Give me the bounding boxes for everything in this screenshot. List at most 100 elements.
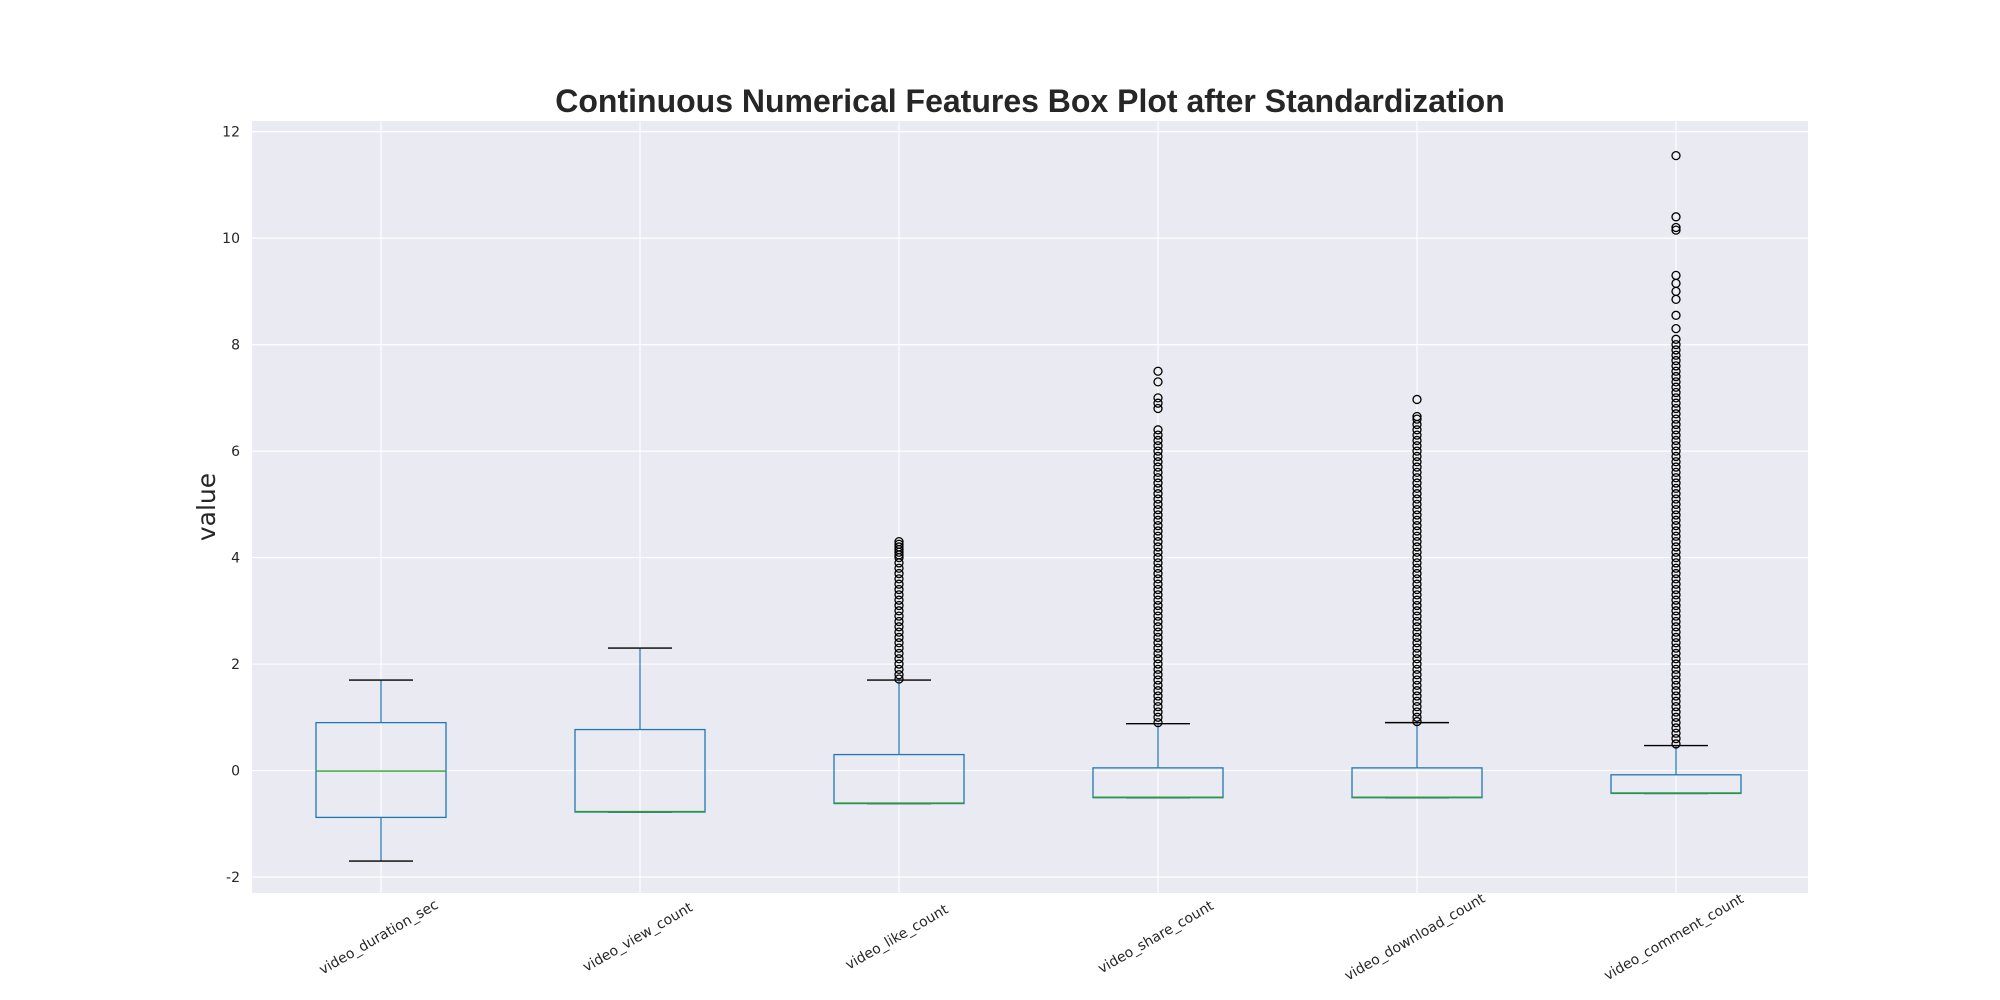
outlier-point bbox=[1153, 680, 1163, 691]
outlier-point bbox=[1412, 686, 1422, 696]
chart-title: Continuous Numerical Features Box Plot a… bbox=[555, 83, 1504, 119]
outlier-point bbox=[1671, 531, 1681, 541]
outlier-point bbox=[894, 539, 904, 549]
outlier-point bbox=[894, 536, 904, 547]
outlier-point bbox=[1153, 473, 1163, 483]
outlier-point bbox=[1153, 702, 1163, 712]
outlier-point bbox=[894, 648, 904, 659]
outlier-point bbox=[1153, 627, 1163, 637]
outlier-point bbox=[1671, 345, 1681, 355]
outlier-point bbox=[1412, 505, 1422, 515]
outlier-point bbox=[894, 590, 904, 600]
outlier-point bbox=[1671, 414, 1681, 424]
outlier-point bbox=[1153, 616, 1163, 627]
outlier-point bbox=[1671, 542, 1681, 552]
outlier-point bbox=[1671, 382, 1681, 392]
outlier-point bbox=[1671, 483, 1681, 494]
outlier-point bbox=[1671, 622, 1681, 632]
outlier-point bbox=[894, 664, 904, 675]
outlier-point bbox=[1671, 467, 1681, 478]
outlier-point bbox=[1671, 510, 1681, 520]
outlier-point bbox=[1671, 702, 1681, 712]
outlier-point bbox=[1671, 536, 1681, 547]
outlier-point bbox=[1412, 552, 1422, 563]
outlier-point bbox=[1153, 574, 1163, 584]
outlier-point bbox=[1153, 632, 1163, 643]
outlier-point bbox=[1412, 394, 1422, 405]
outlier-point bbox=[1412, 526, 1422, 536]
outlier-point bbox=[1153, 606, 1163, 616]
x-tick-label: video_duration_sec bbox=[317, 897, 442, 978]
outlier-point bbox=[1412, 584, 1422, 595]
outlier-point bbox=[1671, 723, 1681, 733]
outlier-point bbox=[1671, 600, 1681, 611]
outlier-point bbox=[1153, 638, 1163, 648]
outlier-point bbox=[1412, 478, 1422, 488]
outlier-point bbox=[1671, 339, 1681, 350]
outlier-point bbox=[1412, 622, 1422, 632]
outlier-point bbox=[1412, 716, 1422, 727]
outlier-point bbox=[894, 627, 904, 637]
outlier-point bbox=[1412, 425, 1422, 435]
outlier-point bbox=[1412, 430, 1422, 440]
outlier-point bbox=[1153, 531, 1163, 541]
outlier-point bbox=[1671, 563, 1681, 573]
outlier-point bbox=[1153, 451, 1163, 462]
outlier-point bbox=[1153, 643, 1163, 653]
outlier-point bbox=[1153, 600, 1163, 611]
outlier-point bbox=[1671, 355, 1681, 366]
outlier-point bbox=[1153, 441, 1163, 451]
y-tick-label: 6 bbox=[231, 444, 240, 460]
outlier-point bbox=[1671, 717, 1681, 728]
y-tick-label: 2 bbox=[231, 657, 240, 673]
outlier-point bbox=[1412, 606, 1422, 616]
outlier-point bbox=[894, 595, 904, 605]
outlier-point bbox=[1153, 403, 1163, 414]
outlier-point bbox=[1412, 712, 1422, 722]
outlier-point bbox=[1671, 712, 1681, 722]
outlier-point bbox=[894, 574, 904, 584]
outlier-point bbox=[1671, 473, 1681, 483]
outlier-point bbox=[894, 622, 904, 632]
outlier-point bbox=[1671, 558, 1681, 568]
iqr-box bbox=[315, 721, 447, 819]
outlier-point bbox=[1412, 568, 1422, 579]
outlier-point bbox=[1412, 531, 1422, 541]
outlier-point bbox=[1412, 675, 1422, 685]
outlier-point bbox=[1153, 659, 1163, 669]
outlier-point bbox=[1671, 334, 1681, 344]
outlier-point bbox=[1671, 371, 1681, 382]
outlier-point bbox=[1412, 595, 1422, 605]
outlier-point bbox=[1153, 552, 1163, 563]
outlier-point bbox=[1671, 552, 1681, 563]
y-tick-label: 8 bbox=[231, 338, 240, 354]
outlier-point bbox=[1153, 393, 1163, 403]
outlier-point bbox=[1412, 411, 1422, 422]
outlier-point bbox=[1671, 707, 1681, 717]
outlier-point bbox=[1153, 696, 1163, 706]
y-tick-label: -2 bbox=[226, 870, 240, 886]
outlier-point bbox=[1671, 323, 1681, 334]
outlier-point bbox=[1671, 739, 1681, 749]
x-tick-label: video_view_count bbox=[580, 899, 696, 975]
outlier-point bbox=[1412, 616, 1422, 627]
y-tick-label: 10 bbox=[222, 231, 240, 247]
outlier-point bbox=[894, 616, 904, 627]
outlier-point bbox=[1671, 446, 1681, 456]
outlier-point bbox=[1671, 579, 1681, 589]
outlier-point bbox=[1153, 462, 1163, 472]
outlier-point bbox=[1671, 568, 1681, 579]
outlier-point bbox=[1671, 398, 1681, 408]
outlier-point bbox=[1153, 510, 1163, 520]
outlier-point bbox=[1153, 542, 1163, 552]
outlier-point bbox=[1412, 483, 1422, 494]
outlier-point bbox=[1671, 451, 1681, 462]
outlier-point bbox=[894, 579, 904, 589]
outlier-point bbox=[1671, 696, 1681, 706]
outlier-point bbox=[1412, 590, 1422, 600]
box-group bbox=[833, 536, 965, 805]
outlier-point bbox=[1671, 670, 1681, 680]
outlier-point bbox=[1671, 595, 1681, 605]
outlier-point bbox=[1671, 584, 1681, 595]
outlier-point bbox=[1671, 616, 1681, 627]
